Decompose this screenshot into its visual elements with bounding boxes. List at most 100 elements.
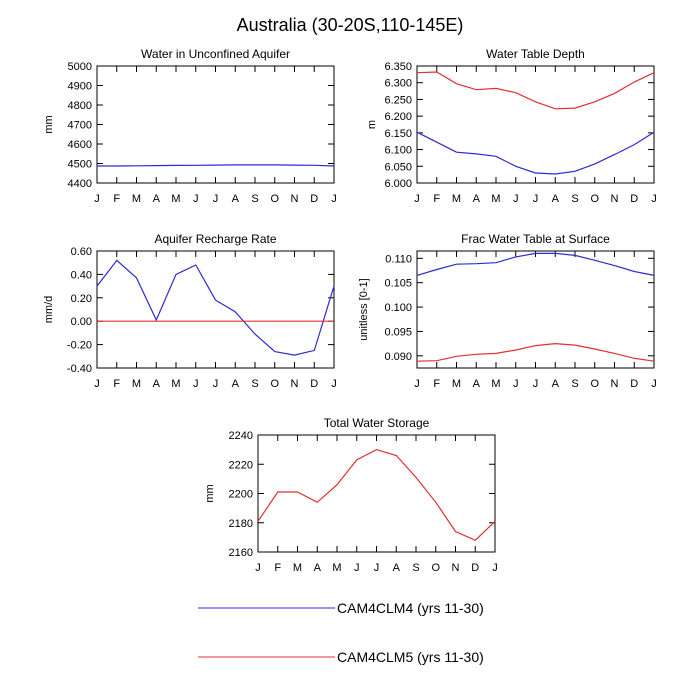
frac-water-table-surface-xtick-label: N [611, 378, 619, 390]
water-unconfined-aquifer-ytick-label: 4600 [68, 139, 92, 151]
aquifer-recharge-rate-xtick-label: M [132, 378, 141, 390]
water-table-depth-xtick-label: A [552, 193, 560, 205]
water-table-depth-ytick-label: 6.150 [384, 128, 412, 140]
legend-label-cam4clm4: CAM4CLM4 (yrs 11-30) [337, 600, 484, 616]
aquifer-recharge-rate-ylabel: mm/d [43, 296, 55, 324]
water-table-depth-series-cam4clm5-line [416, 71, 655, 110]
total-water-storage-xtick-label: N [452, 562, 460, 574]
aquifer-recharge-rate-title: Aquifer Recharge Rate [154, 232, 276, 246]
aquifer-recharge-rate-ytick-label: 0.40 [71, 269, 92, 281]
frac-water-table-surface-ytick-label: 0.095 [384, 326, 412, 338]
water-table-depth-xtick-label: A [473, 193, 481, 205]
water-table-depth-ytick-label: 6.250 [384, 94, 412, 106]
frac-water-table-surface-ylabel: unitless [0-1] [358, 278, 370, 340]
frac-water-table-surface-xtick-label: J [513, 378, 519, 390]
frac-water-table-surface-xtick-label: M [452, 378, 461, 390]
water-unconfined-aquifer-ytick-label: 5000 [68, 61, 92, 73]
frac-water-table-surface-series-cam4clm5-line [416, 342, 655, 362]
water-unconfined-aquifer-ytick-label: 4400 [68, 178, 92, 190]
aquifer-recharge-rate-ytick-label: 0.00 [71, 316, 92, 328]
water-table-depth-xtick-label: J [533, 193, 539, 205]
aquifer-recharge-rate-xtick-label: S [251, 378, 258, 390]
total-water-storage-xtick-label: F [274, 562, 281, 574]
frac-water-table-surface-xtick-label: A [552, 378, 560, 390]
water-unconfined-aquifer-xtick-label: J [193, 193, 199, 205]
water-table-depth-ytick-label: 6.100 [384, 145, 412, 157]
frac-water-table-surface-frame [416, 250, 655, 369]
water-table-depth-xtick-label: F [433, 193, 440, 205]
aquifer-recharge-rate-ytick-label: 0.20 [71, 293, 92, 305]
total-water-storage-xtick-label: J [374, 562, 380, 574]
water-unconfined-aquifer-xtick-label: O [270, 193, 279, 205]
water-table-depth-xtick-label: J [414, 193, 420, 205]
frac-water-table-surface-xtick-label: J [414, 378, 420, 390]
frac-water-table-surface-ytick-label: 0.100 [384, 302, 412, 314]
aquifer-recharge-rate-xtick-label: N [291, 378, 299, 390]
water-unconfined-aquifer-xtick-label: J [213, 193, 219, 205]
frac-water-table-surface-xtick-label: F [433, 378, 440, 390]
frac-water-table-surface-ytick-label: 0.105 [384, 278, 412, 290]
aquifer-recharge-rate-ytick-label: -0.20 [67, 340, 92, 352]
water-unconfined-aquifer-xtick-label: J [94, 193, 100, 205]
water-table-depth-xtick-label: J [513, 193, 519, 205]
aquifer-recharge-rate-frame [96, 250, 335, 369]
water-table-depth-ytick-label: 6.050 [384, 161, 412, 173]
aquifer-recharge-rate-xtick-label: O [270, 378, 279, 390]
water-table-depth-title: Water Table Depth [486, 47, 585, 61]
total-water-storage-xtick-label: J [354, 562, 360, 574]
frac-water-table-surface-xtick-label: D [630, 378, 638, 390]
frac-water-table-surface-title: Frac Water Table at Surface [461, 232, 610, 246]
total-water-storage-xtick-label: D [471, 562, 479, 574]
aquifer-recharge-rate-xtick-label: J [193, 378, 199, 390]
water-unconfined-aquifer-xtick-label: N [291, 193, 299, 205]
figure-title: Australia (30-20S,110-145E) [237, 15, 464, 35]
aquifer-recharge-rate-series-cam4clm4-line [96, 259, 335, 356]
aquifer-recharge-rate-xtick-label: D [310, 378, 318, 390]
total-water-storage-xtick-label: J [255, 562, 261, 574]
water-table-depth-xtick-label: S [571, 193, 578, 205]
aquifer-recharge-rate-ytick-label: 0.60 [71, 246, 92, 258]
aquifer-recharge-rate-xtick-label: J [331, 378, 337, 390]
total-water-storage-xtick-label: O [431, 562, 440, 574]
water-unconfined-aquifer-ylabel: mm [43, 115, 55, 133]
water-unconfined-aquifer-ytick-label: 4700 [68, 120, 92, 132]
water-table-depth-frame [416, 65, 655, 184]
frac-water-table-surface-xtick-label: J [533, 378, 539, 390]
water-unconfined-aquifer-ytick-label: 4900 [68, 81, 92, 93]
aquifer-recharge-rate-ytick-label: -0.40 [67, 363, 92, 375]
total-water-storage-xtick-label: A [314, 562, 322, 574]
total-water-storage-ytick-label: 2180 [229, 518, 253, 530]
water-unconfined-aquifer-series-cam4clm4-line [97, 164, 335, 167]
water-table-depth-xtick-label: N [611, 193, 619, 205]
water-table-depth-xtick-label: M [491, 193, 500, 205]
frac-water-table-surface-xtick-label: O [590, 378, 599, 390]
water-table-depth-ytick-label: 6.200 [384, 111, 412, 123]
aquifer-recharge-rate-xtick-label: M [171, 378, 180, 390]
water-unconfined-aquifer-xtick-label: D [310, 193, 318, 205]
aquifer-recharge-rate-xtick-label: J [94, 378, 100, 390]
total-water-storage-xtick-label: M [293, 562, 302, 574]
water-unconfined-aquifer-xtick-label: A [153, 193, 161, 205]
water-unconfined-aquifer-title: Water in Unconfined Aquifer [141, 47, 290, 61]
water-table-depth-ylabel: m [366, 120, 378, 129]
water-table-depth-ytick-label: 6.000 [384, 178, 412, 190]
water-table-depth-ytick-label: 6.350 [384, 61, 412, 73]
frac-water-table-surface-xtick-label: A [473, 378, 481, 390]
total-water-storage-ylabel: mm [204, 484, 216, 502]
water-unconfined-aquifer-xtick-label: F [113, 193, 120, 205]
total-water-storage-series-cam4clm5-line [257, 448, 496, 542]
water-unconfined-aquifer-ytick-label: 4500 [68, 159, 92, 171]
total-water-storage-ytick-label: 2200 [229, 489, 253, 501]
aquifer-recharge-rate-xtick-label: J [213, 378, 219, 390]
water-unconfined-aquifer-xtick-label: M [132, 193, 141, 205]
water-table-depth-xtick-label: O [590, 193, 599, 205]
frac-water-table-surface-xtick-label: J [651, 378, 657, 390]
water-table-depth-xtick-label: J [651, 193, 657, 205]
water-table-depth-ytick-label: 6.300 [384, 78, 412, 90]
legend: CAM4CLM4 (yrs 11-30) CAM4CLM5 (yrs 11-30) [198, 600, 484, 665]
